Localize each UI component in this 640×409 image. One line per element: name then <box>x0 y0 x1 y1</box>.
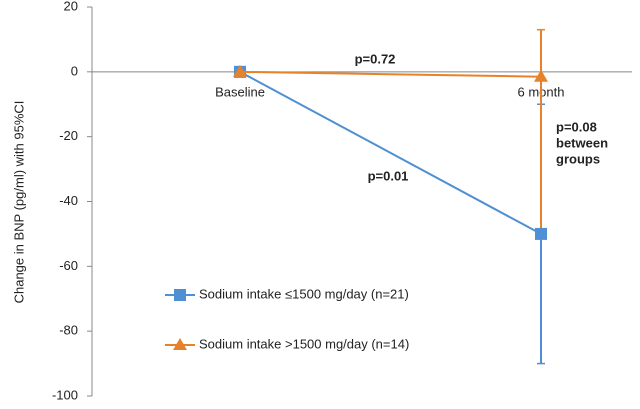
annotation: p=0.72 <box>355 51 396 66</box>
series-line <box>239 70 542 78</box>
annotation: between <box>556 135 608 150</box>
annotation: groups <box>556 151 600 166</box>
y-tick-label: -40 <box>59 193 78 208</box>
y-tick-label: -60 <box>59 258 78 273</box>
legend-label: Sodium intake ≤1500 mg/day (n=21) <box>199 286 409 301</box>
y-tick-label: -80 <box>59 323 78 338</box>
x-tick-label: Baseline <box>215 84 265 99</box>
y-tick-label: 20 <box>64 0 78 13</box>
legend-marker <box>174 289 186 301</box>
y-tick-label: -20 <box>59 128 78 143</box>
legend-label: Sodium intake >1500 mg/day (n=14) <box>199 336 409 351</box>
y-axis-label: Change in BNP (pg/ml) with 95%CI <box>11 101 26 304</box>
point <box>534 69 548 82</box>
series-line <box>239 70 542 235</box>
y-tick-label: 0 <box>71 63 78 78</box>
legend-marker <box>173 338 187 350</box>
y-tick-label: -100 <box>52 387 78 402</box>
point <box>233 64 247 77</box>
point <box>535 227 547 240</box>
annotation: p=0.01 <box>368 168 409 183</box>
annotation: p=0.08 <box>556 119 597 134</box>
